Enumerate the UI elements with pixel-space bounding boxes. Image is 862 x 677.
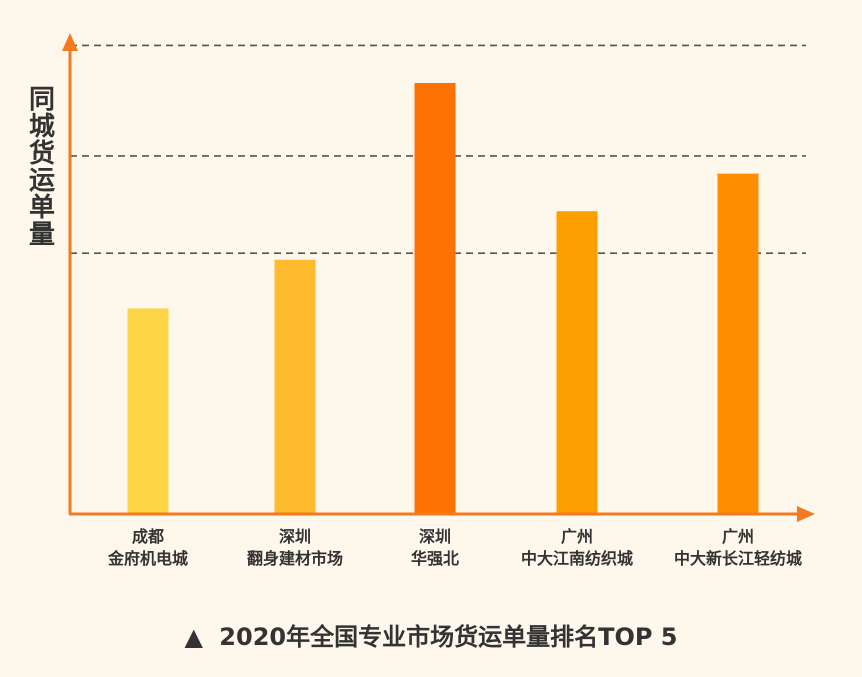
- x-tick-label: 翻身建材市场: [247, 549, 343, 568]
- x-axis-arrow-icon: [797, 506, 815, 522]
- x-tick-label: 中大江南纺织城: [521, 549, 633, 568]
- bar-2: [274, 259, 316, 514]
- x-tick-label: 成都: [132, 527, 164, 546]
- x-tick-label: 广州: [722, 527, 754, 546]
- axes: [62, 33, 815, 522]
- y-axis-label-char: 运: [29, 166, 55, 196]
- x-tick-label: 华强北: [411, 549, 459, 568]
- bar-5: [717, 173, 759, 514]
- y-axis-arrow-icon: [62, 33, 78, 51]
- x-tick-label: 深圳: [419, 527, 451, 546]
- x-tick-label: 金府机电城: [107, 549, 188, 568]
- gridlines: [70, 44, 806, 254]
- triangle-icon: ▲: [184, 623, 203, 651]
- x-tick-label: 中大新长江轻纺城: [674, 549, 802, 568]
- y-axis-label-char: 城: [29, 112, 55, 142]
- bar-1: [127, 308, 169, 514]
- chart-caption: ▲ 2020年全国专业市场货运单量排名TOP 5: [184, 623, 677, 651]
- y-axis-label-char: 量: [29, 220, 55, 250]
- bar-3: [414, 82, 456, 514]
- bars: [127, 82, 759, 514]
- y-axis-label-char: 货: [29, 138, 55, 169]
- y-axis-label-char: 同: [29, 85, 55, 115]
- x-tick-label: 广州: [561, 527, 593, 546]
- y-axis-label-char: 单: [29, 193, 55, 223]
- x-tick-label: 深圳: [279, 527, 311, 546]
- caption-text: 2020年全国专业市场货运单量排名TOP 5: [219, 623, 677, 651]
- bar-4: [556, 211, 598, 514]
